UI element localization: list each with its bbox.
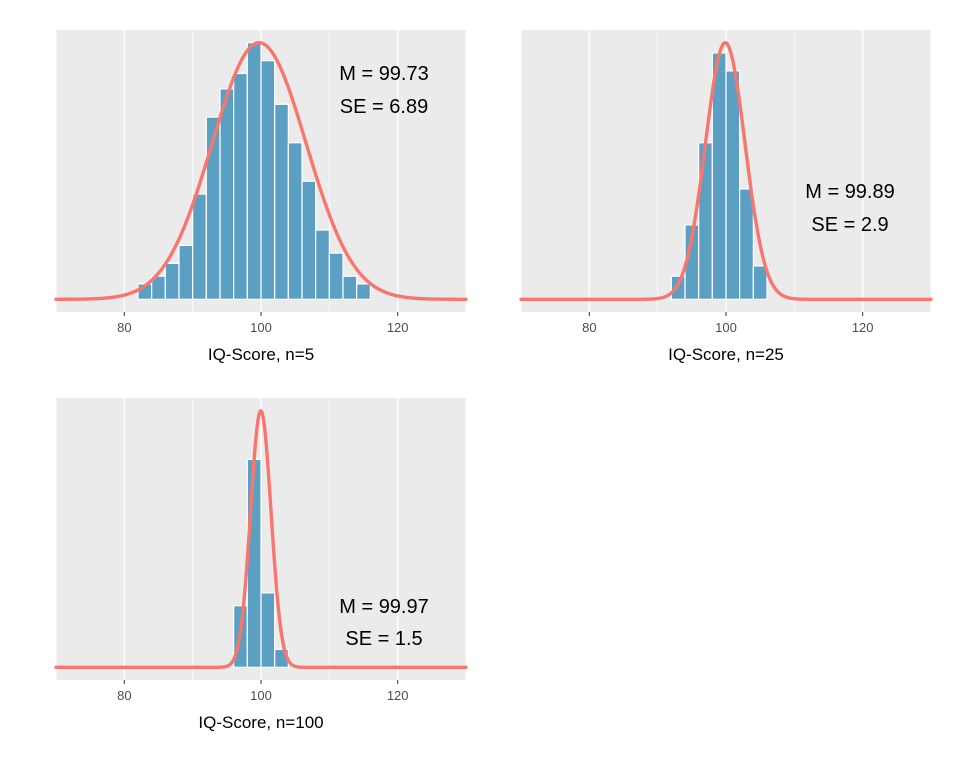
x-axis-title: IQ-Score, n=25 bbox=[668, 345, 784, 364]
se-annotation: SE = 6.89 bbox=[340, 96, 428, 118]
histogram-bar bbox=[164, 262, 180, 300]
x-tick-label: 80 bbox=[582, 320, 596, 335]
histogram-bar bbox=[246, 458, 262, 668]
panel-n25: 80 100 120 IQ-Score, n=25 M = 99.89 SE = 2.9 bbox=[519, 30, 933, 364]
histogram-bar bbox=[698, 142, 713, 300]
mean-annotation: M = 99.89 bbox=[805, 181, 895, 203]
histogram-bar bbox=[274, 103, 289, 300]
histogram-bar bbox=[725, 70, 741, 300]
histogram-bar bbox=[233, 72, 248, 300]
x-tick-label: 120 bbox=[852, 320, 874, 335]
density-curve bbox=[54, 40, 468, 301]
histogram-bar bbox=[246, 42, 262, 300]
histogram-bar bbox=[739, 188, 754, 300]
x-tick-label: 80 bbox=[117, 320, 131, 335]
histogram-bar bbox=[260, 592, 276, 668]
histogram-bar bbox=[287, 142, 303, 300]
histogram-bar bbox=[752, 265, 768, 300]
x-tick-label: 80 bbox=[117, 688, 131, 703]
x-tick-label: 120 bbox=[387, 320, 409, 335]
histogram-bar bbox=[315, 229, 330, 300]
x-tick-label: 100 bbox=[715, 320, 737, 335]
se-annotation: SE = 1.5 bbox=[345, 628, 422, 650]
x-axis-title: IQ-Score, n=5 bbox=[208, 345, 314, 364]
mean-annotation: M = 99.97 bbox=[339, 596, 429, 618]
histogram-bar bbox=[192, 193, 207, 300]
histogram-bar bbox=[219, 88, 235, 300]
x-tick-label: 120 bbox=[387, 688, 409, 703]
panel-n5: 80 100 120 IQ-Score, n=5 M = 99.73 SE = 6.89 bbox=[54, 30, 468, 364]
histogram-bar bbox=[711, 52, 727, 300]
histogram-bar bbox=[328, 252, 344, 300]
histogram-bar bbox=[670, 275, 686, 300]
histogram-bar bbox=[260, 60, 276, 300]
x-axis-title: IQ-Score, n=100 bbox=[198, 713, 323, 732]
panel-n100: 80 100 120 IQ-Score, n=100 M = 99.97 SE = 1.5 bbox=[54, 398, 468, 732]
density-curve bbox=[519, 41, 933, 302]
histogram-bar bbox=[342, 275, 358, 300]
x-tick-label: 100 bbox=[250, 688, 272, 703]
se-annotation: SE = 2.9 bbox=[811, 214, 888, 236]
mean-annotation: M = 99.73 bbox=[339, 63, 429, 85]
histogram-bar bbox=[356, 283, 371, 300]
x-tick-label: 100 bbox=[250, 320, 272, 335]
histogram-bar bbox=[178, 244, 194, 300]
histogram-bar bbox=[301, 180, 317, 300]
density-curve bbox=[54, 409, 468, 670]
